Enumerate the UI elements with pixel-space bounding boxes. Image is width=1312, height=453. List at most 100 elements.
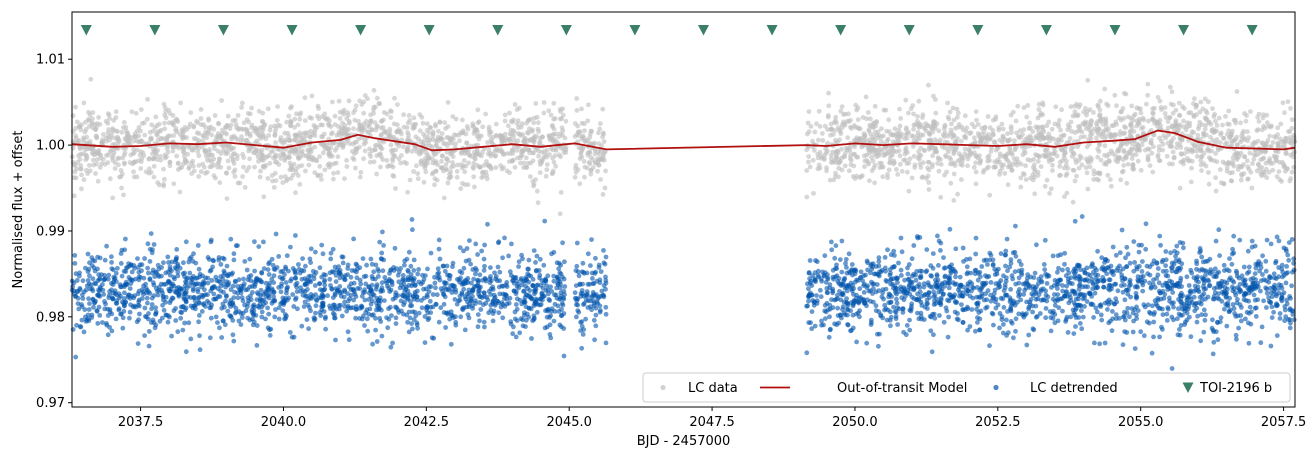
- data-point: [532, 291, 537, 297]
- data-point: [245, 301, 251, 306]
- data-point: [450, 260, 456, 266]
- data-point: [928, 124, 934, 130]
- data-point: [482, 294, 487, 299]
- data-point: [846, 168, 852, 174]
- data-point: [909, 133, 915, 139]
- data-point: [351, 236, 356, 242]
- data-point: [139, 138, 145, 144]
- data-point: [113, 115, 119, 120]
- data-point: [87, 301, 92, 306]
- data-point: [1053, 104, 1059, 110]
- data-point: [170, 148, 176, 154]
- data-point: [252, 268, 257, 274]
- data-point: [271, 185, 277, 190]
- data-point: [82, 147, 88, 153]
- data-point: [138, 149, 144, 155]
- data-point: [901, 157, 906, 163]
- data-point: [148, 231, 154, 237]
- data-point: [259, 309, 265, 315]
- data-point: [336, 98, 342, 104]
- data-point: [418, 149, 424, 154]
- data-point: [332, 315, 337, 321]
- data-point: [386, 306, 391, 312]
- data-point: [251, 312, 256, 318]
- data-point: [295, 122, 301, 128]
- data-point: [111, 135, 116, 141]
- data-point: [999, 165, 1005, 171]
- data-point: [346, 119, 352, 124]
- data-point: [538, 283, 544, 288]
- data-point: [1126, 139, 1132, 145]
- data-point: [1146, 118, 1151, 124]
- data-point: [557, 107, 563, 112]
- data-point: [953, 139, 959, 144]
- data-point: [145, 300, 150, 306]
- data-point: [180, 327, 186, 333]
- data-point: [136, 124, 142, 130]
- data-point: [81, 100, 87, 106]
- data-point: [959, 177, 964, 183]
- data-point: [871, 120, 876, 126]
- data-point: [495, 298, 500, 304]
- data-point: [316, 106, 321, 111]
- data-point: [1102, 136, 1108, 142]
- data-point: [439, 153, 445, 159]
- data-point: [296, 155, 301, 161]
- data-point: [1202, 96, 1208, 102]
- data-point: [398, 129, 404, 134]
- data-point: [303, 168, 308, 174]
- data-point: [322, 167, 328, 173]
- data-point: [342, 132, 348, 138]
- data-point: [536, 129, 541, 134]
- data-point: [483, 300, 489, 306]
- data-point: [100, 137, 105, 143]
- data-point: [1187, 147, 1193, 152]
- data-point: [1123, 125, 1128, 130]
- data-point: [193, 276, 198, 281]
- data-point: [1198, 158, 1204, 164]
- data-point: [525, 160, 531, 166]
- data-point: [561, 353, 567, 359]
- data-point: [904, 125, 909, 131]
- data-point: [552, 140, 558, 146]
- data-point: [880, 174, 886, 180]
- data-point: [256, 132, 261, 138]
- data-point: [930, 162, 935, 167]
- data-point: [90, 276, 96, 282]
- data-point: [198, 169, 204, 175]
- data-point: [511, 324, 516, 330]
- data-point: [105, 160, 111, 166]
- data-point: [820, 138, 826, 143]
- data-point: [464, 150, 470, 156]
- data-point: [79, 302, 84, 307]
- data-point: [183, 160, 189, 166]
- data-point: [897, 106, 902, 112]
- data-point: [493, 121, 499, 127]
- data-point: [1076, 165, 1082, 171]
- data-point: [231, 145, 237, 151]
- data-point: [208, 237, 214, 243]
- data-point: [299, 276, 305, 282]
- data-point: [412, 289, 418, 295]
- data-point: [598, 121, 603, 126]
- data-point: [319, 274, 325, 280]
- data-point: [1046, 119, 1052, 125]
- data-point: [200, 133, 206, 139]
- data-point: [546, 297, 552, 302]
- data-point: [1106, 126, 1111, 132]
- data-point: [374, 171, 379, 177]
- data-point: [352, 107, 358, 113]
- data-point: [468, 261, 473, 267]
- data-point: [162, 120, 167, 126]
- data-point: [819, 155, 825, 161]
- data-point: [444, 135, 450, 140]
- data-point: [119, 273, 125, 279]
- data-point: [81, 329, 87, 335]
- data-point: [263, 316, 268, 322]
- data-point: [337, 284, 343, 289]
- data-point: [1154, 123, 1160, 129]
- data-point: [450, 286, 456, 292]
- data-point: [299, 148, 305, 154]
- data-point: [558, 154, 563, 160]
- data-point: [1270, 140, 1276, 145]
